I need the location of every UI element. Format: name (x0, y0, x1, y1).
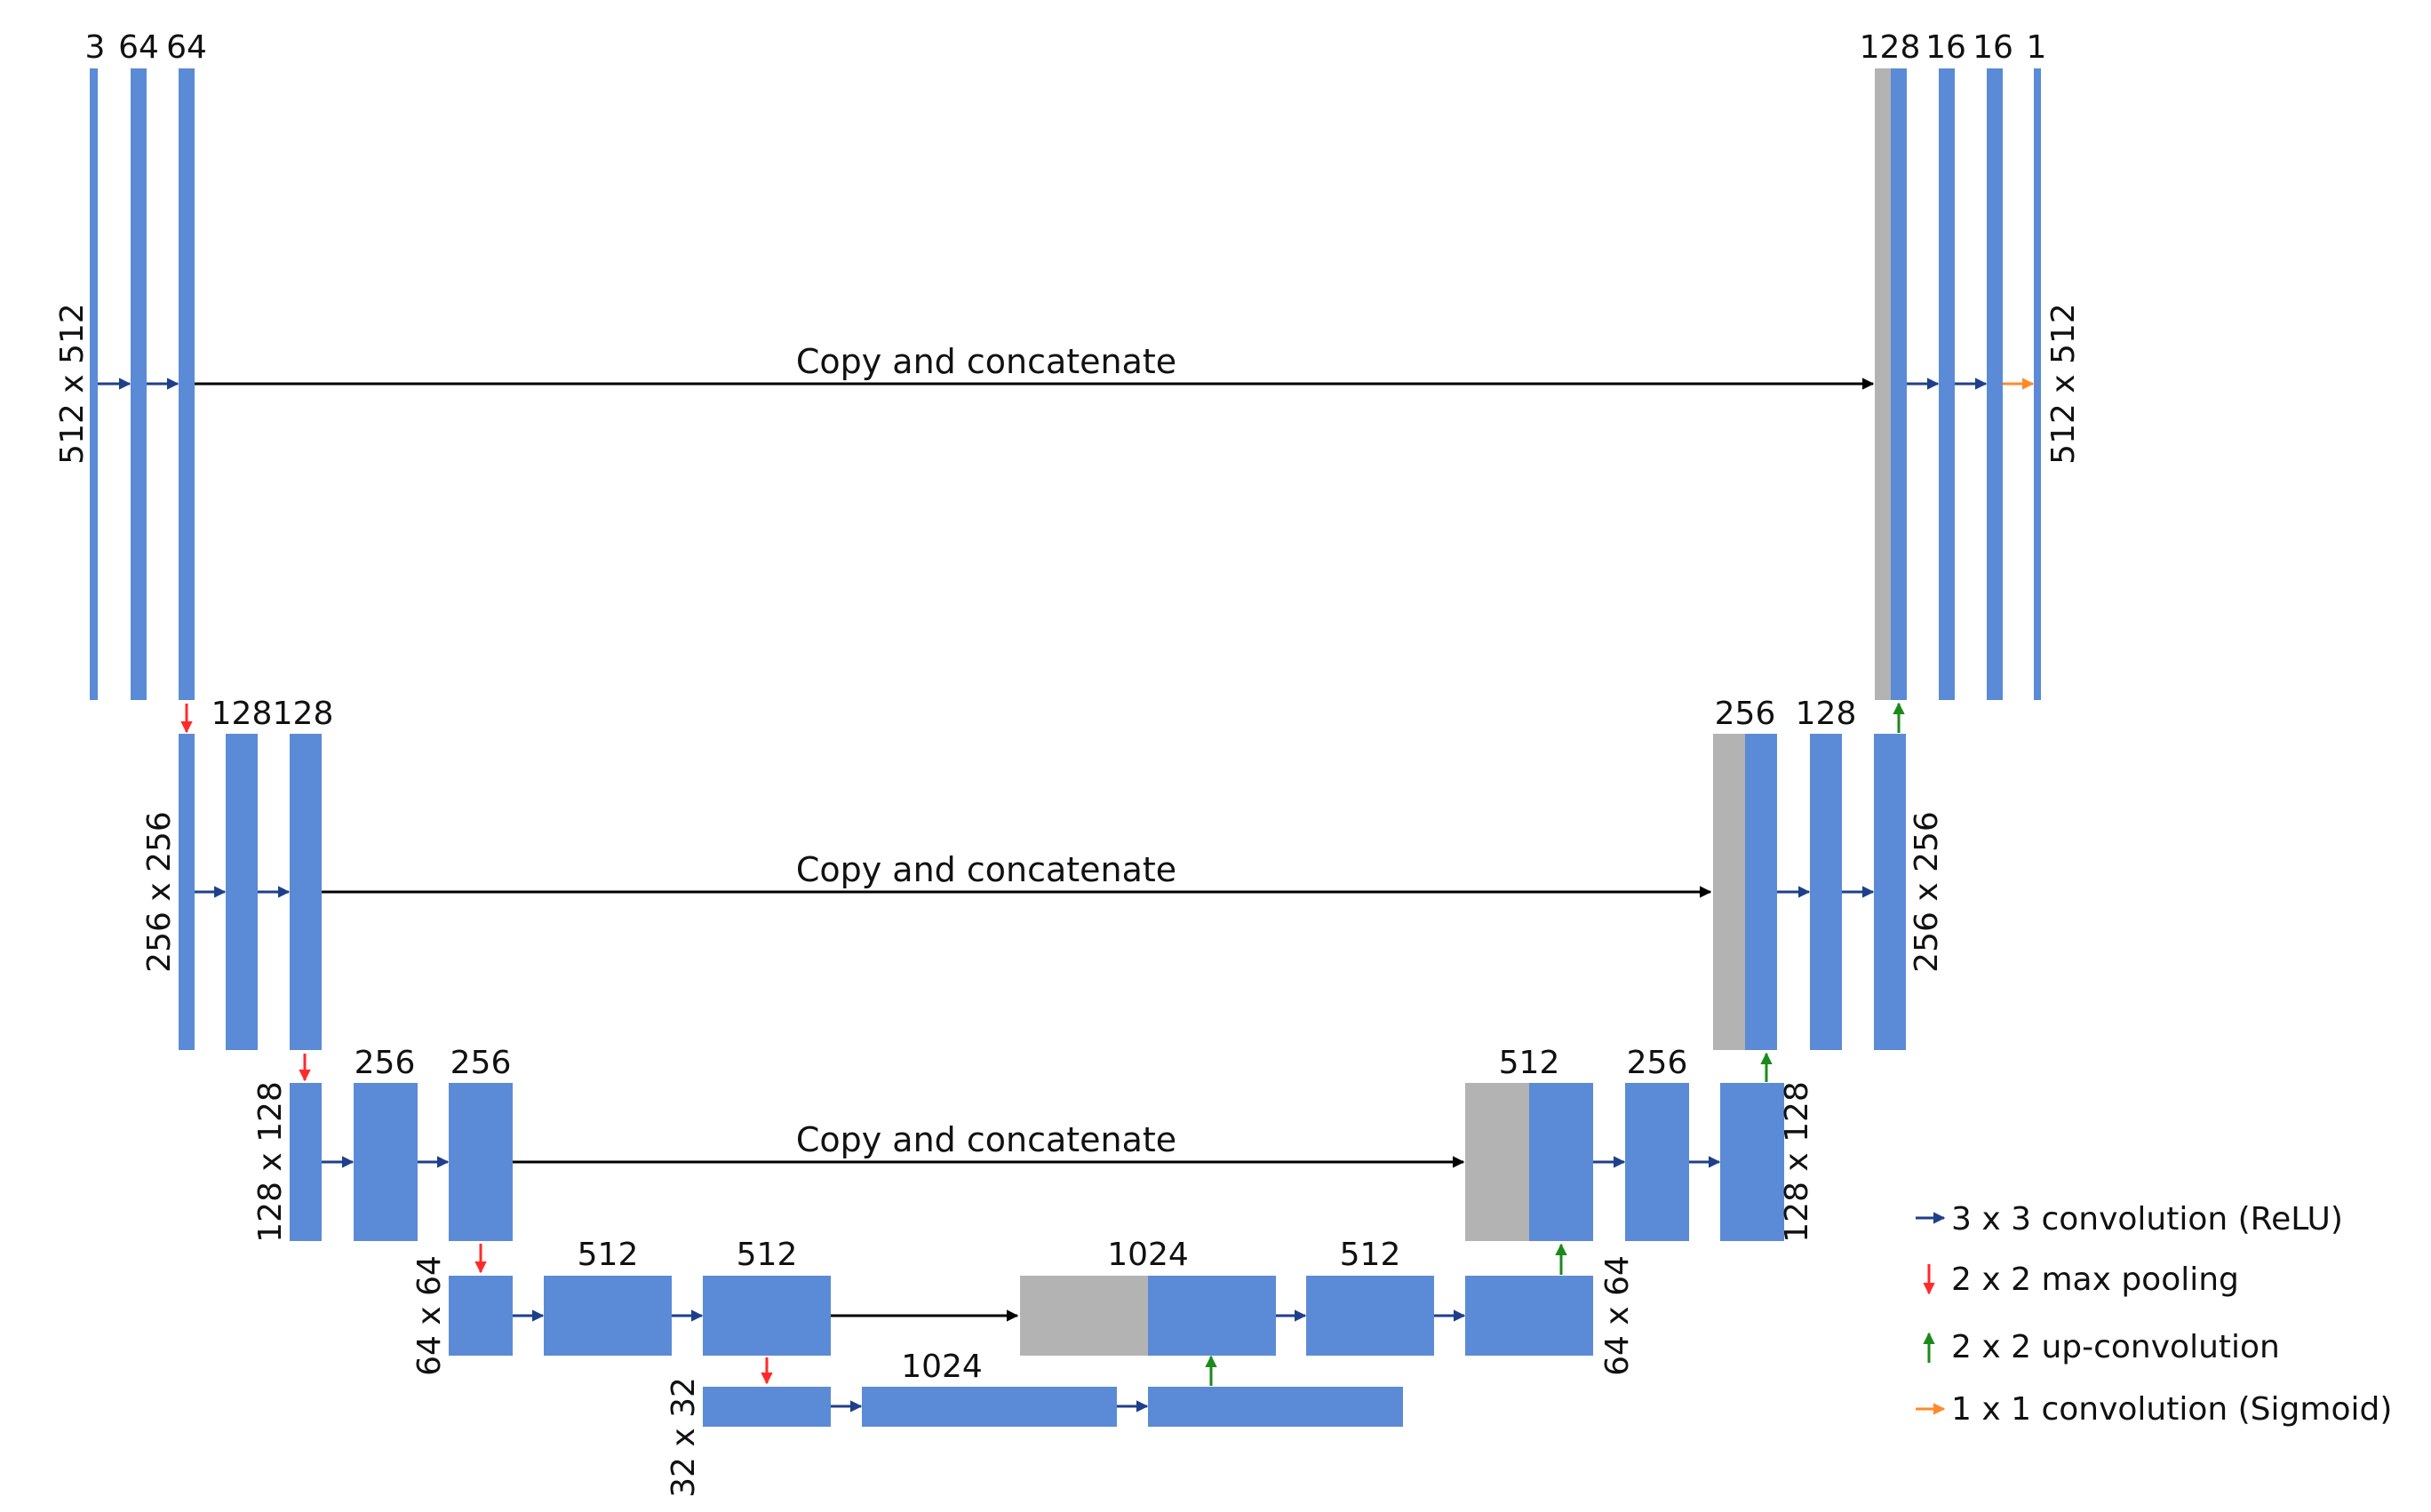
l1-dec-ch-2: 16 (1925, 29, 1966, 66)
level-2: 128 128 256 x 256 Copy and concatenate 2… (141, 696, 1945, 1050)
l1-copy-label: Copy and concatenate (796, 342, 1176, 381)
l3-enc-block-3 (449, 1083, 513, 1241)
l3-dec-ch-2: 256 (1627, 1045, 1688, 1081)
legend-label-upconv: 2 x 2 up-convolution (1951, 1329, 2280, 1365)
l3-dec-block-2 (1625, 1083, 1689, 1241)
l1-dec-ch-3: 16 (1973, 29, 2013, 66)
legend-item-pool: 2 x 2 max pooling (1923, 1261, 2239, 1298)
l1-dec-concat-block (1875, 68, 1891, 700)
l1-enc-block-3 (179, 68, 195, 700)
l4-enc-ch-2: 512 (737, 1237, 798, 1273)
l2-dec-res: 256 x 256 (1909, 811, 1945, 973)
l2-enc-block-1 (179, 734, 195, 1050)
l4-dec-block-1 (1148, 1276, 1276, 1356)
legend-item-conv: 3 x 3 convolution (ReLU) (1916, 1201, 2343, 1237)
l1-enc-ch-2: 64 (118, 29, 159, 66)
l5-ch-1: 1024 (901, 1349, 983, 1385)
l4-enc-block-2 (544, 1276, 672, 1356)
l4-enc-block-1 (449, 1276, 513, 1356)
l1-dec-ch-1: 128 (1860, 29, 1921, 66)
level-4: 512 512 64 x 64 1024 512 64 x 64 (411, 1237, 1636, 1376)
l4-enc-block-3 (703, 1276, 831, 1356)
l2-dec-block-3 (1874, 734, 1906, 1050)
legend: 3 x 3 convolution (ReLU) 2 x 2 max pooli… (1916, 1201, 2392, 1428)
l1-enc-block-2 (131, 68, 147, 700)
legend-label-conv: 3 x 3 convolution (ReLU) (1951, 1201, 2343, 1237)
l3-dec-res: 128 x 128 (1779, 1081, 1815, 1243)
l4-dec-block-2 (1306, 1276, 1434, 1356)
l5-res: 32 x 32 (666, 1377, 702, 1498)
level-1: 3 64 64 512 x 512 Copy and concatenate 1… (54, 29, 2082, 700)
l3-enc-block-1 (290, 1083, 322, 1241)
l2-dec-ch-1: 256 (1715, 696, 1776, 732)
l4-enc-res: 64 x 64 (411, 1255, 448, 1376)
l4-dec-concat-block (1020, 1276, 1148, 1356)
l4-dec-ch-2: 512 (1340, 1237, 1401, 1273)
l4-dec-block-3 (1465, 1276, 1593, 1356)
l2-enc-block-3 (290, 734, 322, 1050)
l1-enc-ch-1: 3 (85, 29, 106, 66)
l3-enc-block-2 (354, 1083, 418, 1241)
l5-block-1 (703, 1387, 831, 1427)
l1-dec-ch-4: 1 (2027, 29, 2047, 66)
l1-enc-block-1 (90, 68, 98, 700)
l1-dec-block-1 (1891, 68, 1907, 700)
l3-enc-res: 128 x 128 (252, 1081, 289, 1243)
l2-enc-ch-2: 128 (273, 696, 334, 732)
l3-enc-ch-1: 256 (355, 1045, 416, 1081)
l2-copy-label: Copy and concatenate (796, 850, 1176, 889)
legend-label-pool: 2 x 2 max pooling (1951, 1261, 2239, 1298)
l5-block-2 (862, 1387, 1117, 1427)
l3-copy-label: Copy and concatenate (796, 1120, 1176, 1159)
legend-item-sigmoid: 1 x 1 convolution (Sigmoid) (1916, 1391, 2392, 1428)
l1-dec-block-4 (2034, 68, 2041, 700)
l4-dec-res: 64 x 64 (1599, 1255, 1636, 1376)
l3-dec-ch-1: 512 (1499, 1045, 1560, 1081)
l3-dec-concat-block (1465, 1083, 1529, 1241)
l1-enc-ch-3: 64 (166, 29, 207, 66)
l4-dec-ch-1: 1024 (1107, 1237, 1189, 1273)
l2-enc-res: 256 x 256 (141, 811, 178, 973)
l5-block-3 (1148, 1387, 1403, 1427)
level-5: 1024 32 x 32 (666, 1349, 1403, 1498)
l2-dec-block-1 (1745, 734, 1777, 1050)
l3-dec-block-3 (1720, 1083, 1784, 1241)
l2-dec-concat-block (1713, 734, 1745, 1050)
l4-enc-ch-1: 512 (578, 1237, 639, 1273)
l1-dec-res: 512 x 512 (2045, 303, 2082, 465)
l3-enc-ch-2: 256 (450, 1045, 512, 1081)
l2-dec-ch-2: 128 (1796, 696, 1857, 732)
l1-dec-block-2 (1939, 68, 1955, 700)
l1-enc-res: 512 x 512 (54, 303, 91, 465)
l3-dec-block-1 (1529, 1083, 1593, 1241)
legend-item-upconv: 2 x 2 up-convolution (1923, 1329, 2280, 1365)
l2-enc-ch-1: 128 (211, 696, 273, 732)
l2-enc-block-2 (226, 734, 258, 1050)
l2-dec-block-2 (1810, 734, 1842, 1050)
level-3: 256 256 128 x 128 Copy and concatenate 5… (252, 1045, 1815, 1243)
l1-dec-block-3 (1987, 68, 2003, 700)
legend-label-sigmoid: 1 x 1 convolution (Sigmoid) (1951, 1391, 2392, 1428)
